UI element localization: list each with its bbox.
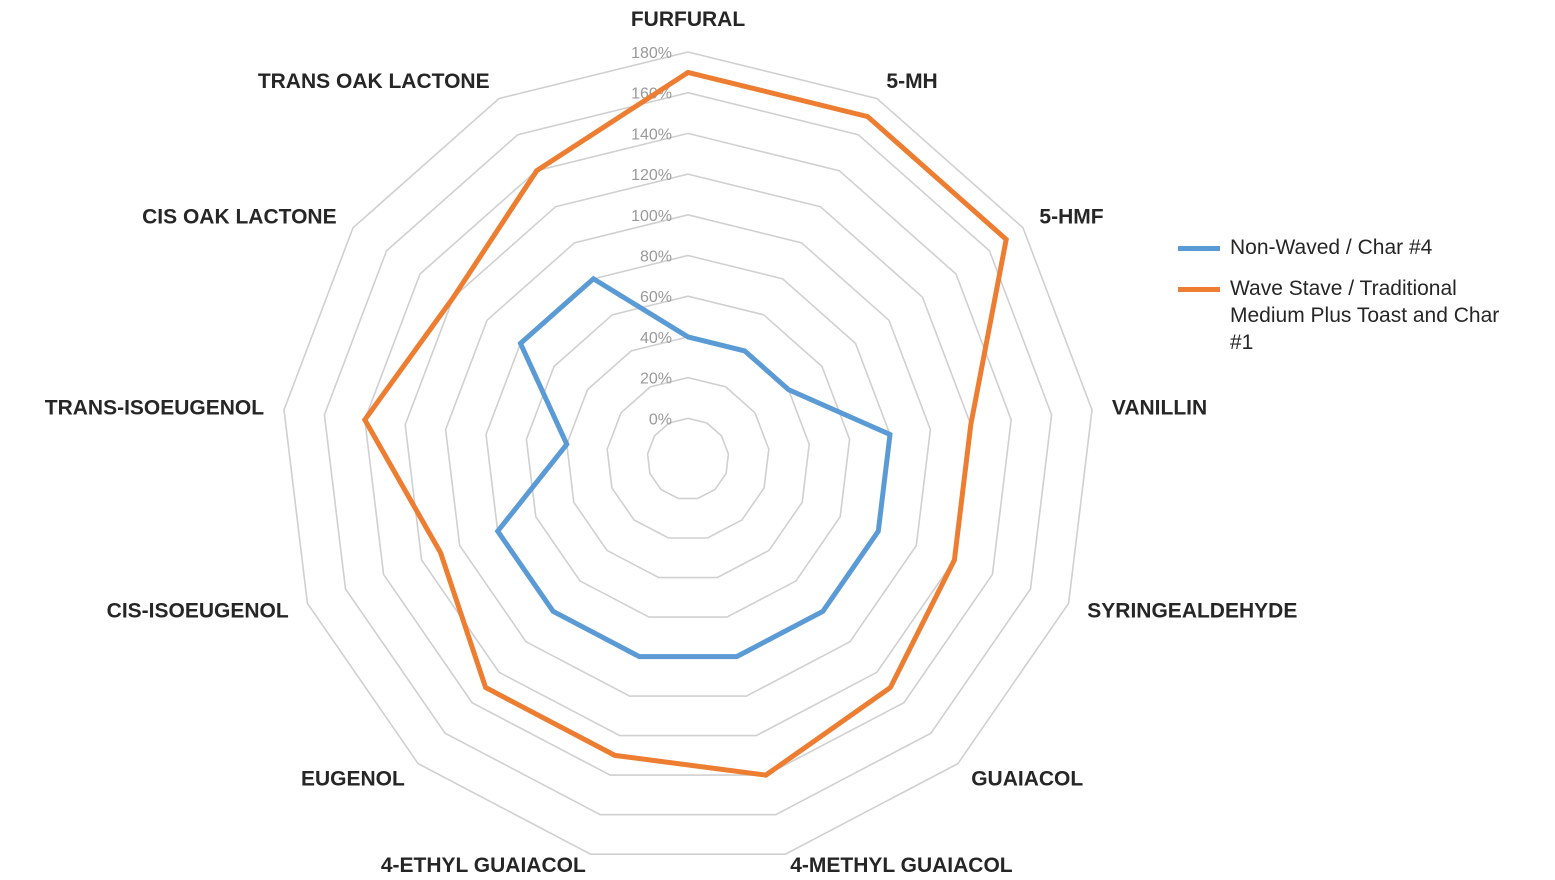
series-0-point-5-hmf xyxy=(788,389,789,391)
tick-label-140: 140% xyxy=(631,126,672,143)
tick-label-0: 0% xyxy=(649,411,672,428)
grid-ring-80 xyxy=(485,254,891,658)
series-0-point-4-ethyl-guaiacol xyxy=(638,656,640,658)
series-0-point-4-methyl-guaiacol xyxy=(736,656,738,658)
series-1-point-cis-isoeugenol xyxy=(440,552,442,554)
series-0-point-guaiacol xyxy=(822,610,824,612)
tick-label-80: 80% xyxy=(640,249,672,266)
series-1-point-4-ethyl-guaiacol xyxy=(614,754,616,756)
legend-label-wave-stave: Wave Stave / Traditional Medium Plus Toa… xyxy=(1230,277,1500,354)
series-layer xyxy=(361,69,1009,778)
grid-layer xyxy=(283,51,1093,856)
series-1-point-cis-oak-lactone xyxy=(453,296,454,298)
category-label-5-mh: 5-MH xyxy=(886,70,937,93)
legend-item-non-waved: Non-Waved / Char #4 xyxy=(1178,234,1508,261)
legend-swatch-wave-stave xyxy=(1178,287,1220,292)
series-0-point-eugenol xyxy=(552,610,554,612)
series-1-point-5-hmf xyxy=(1005,238,1007,240)
category-label-eugenol: EUGENOL xyxy=(301,768,405,791)
series-0-point-furfural xyxy=(687,336,689,338)
series-1-point-4-methyl-guaiacol xyxy=(765,774,767,776)
legend: Non-Waved / Char #4 Wave Stave / Traditi… xyxy=(1178,234,1508,370)
series-0-point-cis-oak-lactone xyxy=(520,342,521,344)
series-0-point-trans-oak-lactone xyxy=(592,278,594,280)
legend-label-non-waved: Non-Waved / Char #4 xyxy=(1230,236,1433,259)
series-0-point-trans-isoeugenol xyxy=(566,443,568,445)
category-label-5-hmf: 5-HMF xyxy=(1039,205,1103,228)
series-1-point-vanillin xyxy=(970,424,972,426)
category-label-syringealdehyde: SYRINGEALDEHYDE xyxy=(1087,599,1297,622)
category-label-guaiacol: GUAIACOL xyxy=(971,768,1083,791)
series-line-0 xyxy=(494,275,893,660)
tick-labels: 0%20%40%60%80%100%120%140%160%180% xyxy=(631,45,672,428)
tick-label-40: 40% xyxy=(640,330,672,347)
legend-swatch-non-waved xyxy=(1178,246,1220,251)
tick-label-120: 120% xyxy=(631,167,672,184)
category-label-trans-oak-lactone: TRANS OAK LACTONE xyxy=(258,70,490,93)
legend-item-wave-stave: Wave Stave / Traditional Medium Plus Toa… xyxy=(1178,275,1508,356)
grid-ring-120 xyxy=(404,173,972,737)
grid-ring-100 xyxy=(444,213,932,697)
grid-ring-160 xyxy=(323,91,1053,816)
grid-ring-40 xyxy=(565,336,811,579)
series-1-point-syringealdehyde xyxy=(953,559,955,561)
category-label-cis-isoeugenol: CIS-ISOEUGENOL xyxy=(107,599,289,622)
tick-label-20: 20% xyxy=(640,371,672,388)
grid-ring-140 xyxy=(363,132,1013,776)
series-1-point-trans-isoeugenol xyxy=(364,419,366,421)
series-1-point-eugenol xyxy=(485,687,487,688)
category-label-4-ethyl-guaiacol: 4-ETHYL GUAIACOL xyxy=(381,854,586,877)
category-label-cis-oak-lactone: CIS OAK LACTONE xyxy=(142,205,336,228)
tick-label-180: 180% xyxy=(631,45,672,62)
grid-ring-0 xyxy=(646,417,730,500)
series-1-point-furfural xyxy=(687,71,689,73)
tick-label-60: 60% xyxy=(640,289,672,306)
category-labels: FURFURAL 5-MH 5-HMF VANILLIN SYRINGEALDEHYDE… xyxy=(45,8,1298,877)
grid-ring-60 xyxy=(525,295,851,618)
category-label-4-methyl-guaiacol: 4-METHYL GUAIACOL xyxy=(790,854,1013,877)
series-0-point-5-mh xyxy=(744,350,746,352)
category-label-vanillin: VANILLIN xyxy=(1112,397,1207,420)
category-label-trans-isoeugenol: TRANS-ISOEUGENOL xyxy=(45,397,265,420)
series-0-point-vanillin xyxy=(889,434,891,435)
series-line-1 xyxy=(361,69,1009,778)
series-0-point-cis-isoeugenol xyxy=(497,530,499,532)
series-1-point-trans-oak-lactone xyxy=(536,170,538,172)
series-0-point-syringealdehyde xyxy=(877,530,879,532)
series-1-point-5-mh xyxy=(867,116,869,118)
series-1-point-guaiacol xyxy=(889,687,891,688)
grid-ring-180 xyxy=(283,51,1093,856)
grid-ring-20 xyxy=(606,376,770,539)
tick-label-100: 100% xyxy=(631,208,672,225)
category-label-furfural: FURFURAL xyxy=(631,8,745,31)
